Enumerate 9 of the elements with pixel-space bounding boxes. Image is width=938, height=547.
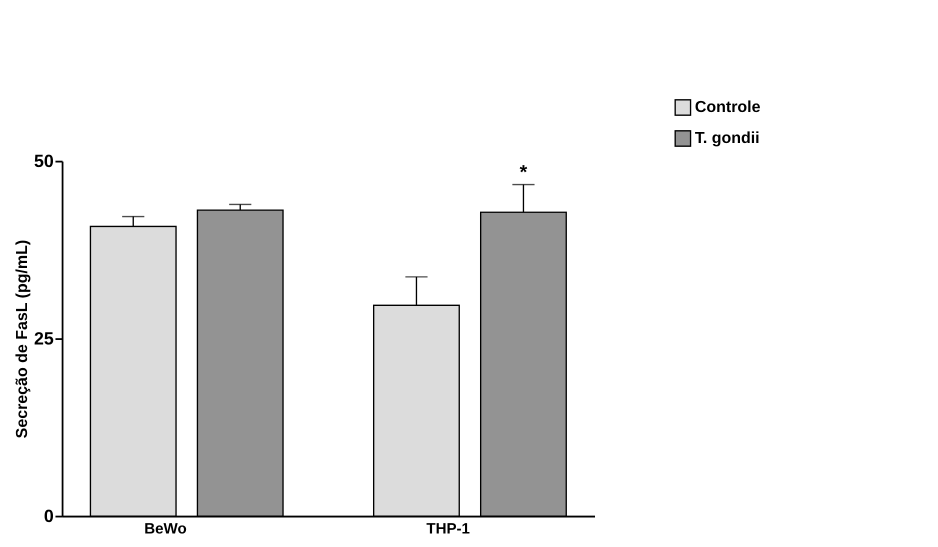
y-tick-label: 25: [34, 328, 54, 348]
y-tick-label: 0: [44, 506, 54, 526]
x-tick-label: BeWo: [144, 520, 187, 538]
legend-label: T. gondii: [694, 130, 760, 147]
x-tick-label: THP-1: [426, 520, 470, 538]
y-tick-label: 50: [34, 150, 54, 171]
y-axis-title: Secreção de FasL (pg/mL): [14, 240, 31, 438]
legend-label: Controle: [694, 98, 761, 116]
annotation: *: [520, 161, 528, 184]
